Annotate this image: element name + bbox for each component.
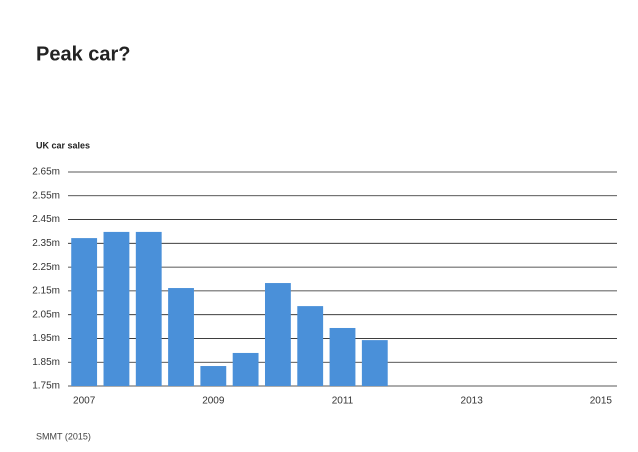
bar — [103, 231, 130, 386]
source: SMMT (2015) — [36, 431, 91, 441]
y-tick-label: 2.25m — [32, 262, 60, 273]
chart-title: Peak car? — [36, 43, 131, 65]
bar — [200, 366, 227, 386]
x-tick-label: 2011 — [332, 396, 354, 407]
y-tick-label: 2.45m — [32, 214, 60, 225]
y-tick-label: 1.75m — [32, 381, 60, 392]
bar — [168, 288, 194, 386]
y-tick-label: 2.65m — [32, 167, 60, 178]
y-tick-label: 1.95m — [32, 333, 60, 344]
y-tick-label: 2.05m — [32, 309, 60, 320]
bar — [361, 340, 388, 386]
bar — [232, 352, 259, 386]
bar — [71, 238, 98, 386]
x-tick-label: 2007 — [73, 396, 96, 407]
bar — [135, 231, 162, 386]
y-tick-label: 2.55m — [32, 190, 60, 201]
y-tick-label: 2.35m — [32, 238, 60, 249]
x-tick-label: 2009 — [202, 396, 225, 407]
x-tick-label: 2015 — [590, 396, 613, 407]
x-tick-label: 2013 — [461, 396, 484, 407]
y-tick-label: 2.15m — [32, 286, 60, 297]
y-axis-label: UK car sales — [36, 140, 90, 150]
y-tick-label: 1.85m — [32, 357, 60, 368]
bar — [329, 327, 356, 386]
bar — [264, 283, 291, 386]
bar — [297, 306, 324, 386]
